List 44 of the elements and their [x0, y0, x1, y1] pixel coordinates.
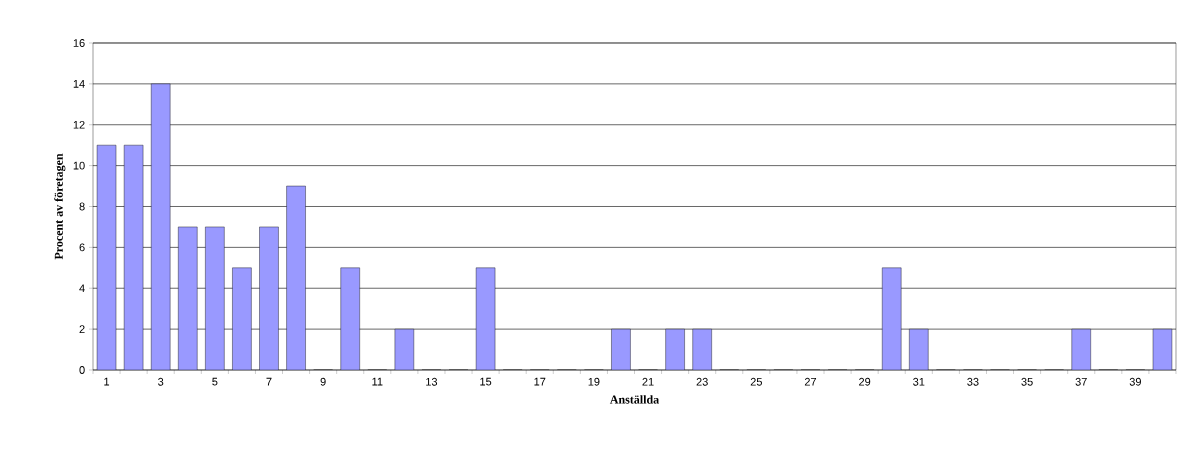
bar — [909, 328, 929, 370]
x-tick-label: 1 — [104, 377, 110, 386]
bar — [178, 226, 198, 370]
bar — [340, 267, 360, 370]
x-tick-label: 37 — [1075, 377, 1087, 386]
x-tick-label: 29 — [859, 377, 871, 386]
x-tick-label: 11 — [372, 377, 383, 386]
bar — [151, 83, 171, 370]
y-tick-label: 10 — [73, 161, 85, 170]
x-tick-label: 13 — [426, 377, 438, 386]
bar — [1071, 328, 1091, 370]
x-tick-label: 31 — [913, 377, 925, 386]
bar — [882, 267, 902, 370]
x-tick-label: 9 — [320, 377, 326, 386]
x-tick-label: 39 — [1129, 377, 1141, 386]
y-tick-label: 16 — [73, 39, 85, 47]
y-axis-title: Procent av företagen — [54, 153, 66, 260]
bar — [205, 226, 225, 370]
y-tick-label: 6 — [79, 243, 85, 252]
x-tick-label: 3 — [158, 377, 164, 386]
x-tick-label: 5 — [212, 377, 218, 386]
x-tick-label: 7 — [266, 377, 272, 386]
y-tick-label: 14 — [73, 80, 85, 88]
x-tick-label: 27 — [804, 377, 817, 386]
x-tick-label: 21 — [642, 377, 654, 386]
x-tick-label: 23 — [696, 377, 708, 386]
bar — [259, 226, 279, 370]
x-tick-label: 33 — [967, 377, 979, 386]
bar — [692, 328, 712, 370]
y-tick-label: 0 — [79, 366, 85, 374]
x-tick-label: 35 — [1021, 377, 1033, 386]
y-tick-label: 8 — [79, 202, 85, 211]
bar — [232, 267, 252, 370]
y-tick-label: 4 — [79, 284, 85, 293]
y-tick-label: 2 — [79, 325, 85, 333]
bar — [286, 185, 306, 370]
x-tick-label: 17 — [534, 377, 546, 386]
bar — [611, 328, 631, 370]
x-axis-title: Anställda — [609, 395, 659, 404]
y-tick-label: 12 — [73, 120, 85, 129]
x-tick-label: 15 — [480, 377, 492, 386]
x-tick-label: 25 — [750, 377, 762, 386]
x-tick-label: 19 — [588, 377, 600, 386]
bar — [665, 328, 685, 370]
